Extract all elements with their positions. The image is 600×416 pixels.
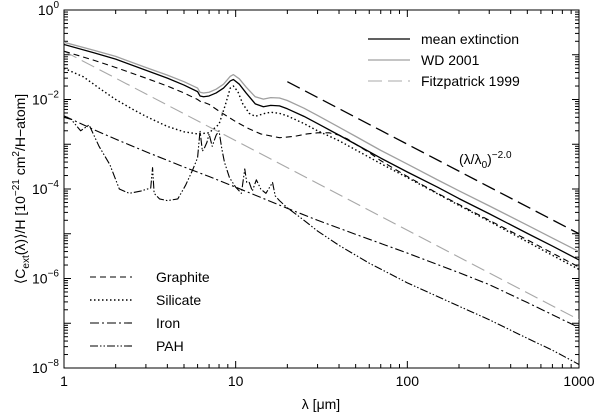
x-tick-label: 1000 — [563, 373, 594, 389]
series-line-silicate — [64, 67, 579, 270]
series-line-wd-2001 — [64, 41, 579, 253]
legend-label-wd-2001: WD 2001 — [421, 52, 480, 68]
y-tick-label: 100 — [38, 0, 60, 18]
series-line-fitzpatrick-1999 — [64, 50, 579, 321]
legend-label-mean-extinction: mean extinction — [421, 31, 519, 47]
series-line-iron — [64, 115, 579, 329]
legend-label-graphite: Graphite — [156, 269, 210, 285]
x-tick-label: 1 — [60, 373, 68, 389]
series-line-power-law-reference — [287, 81, 579, 235]
axis-ticks — [63, 10, 579, 369]
legend-label-fitzpatrick-1999: Fitzpatrick 1999 — [421, 73, 520, 89]
x-tick-label: 100 — [396, 373, 420, 389]
series-layer — [64, 41, 579, 365]
y-tick-label: 10−4 — [32, 179, 59, 197]
y-tick-labels: 10−8 10−6 10−4 10−2 100 — [32, 0, 59, 376]
legend-label-pah: PAH — [156, 338, 184, 354]
power-law-annotation: (λ/λ0)−2.0 — [459, 150, 512, 171]
legend-label-iron: Iron — [156, 315, 180, 331]
x-axis-title: λ [μm] — [302, 396, 340, 412]
x-tick-label: 10 — [228, 373, 244, 389]
y-axis-title: ⟨Cext(λ)⟩/H [10−21 cm2/H−atom] — [11, 94, 32, 284]
x-tick-labels: 1 10 100 1000 — [60, 373, 595, 389]
y-tick-label: 10−8 — [32, 358, 59, 376]
plot-frame — [63, 9, 580, 369]
legend-top: mean extinction WD 2001 Fitzpatrick 1999 — [368, 31, 520, 89]
series-line-pah — [64, 116, 579, 365]
y-tick-label: 10−6 — [32, 269, 59, 287]
legend-label-silicate: Silicate — [156, 292, 201, 308]
y-tick-label: 10−2 — [32, 90, 59, 108]
legend-bottom: Graphite Silicate Iron PAH — [90, 269, 210, 354]
series-line-mean-extinction — [64, 43, 579, 261]
